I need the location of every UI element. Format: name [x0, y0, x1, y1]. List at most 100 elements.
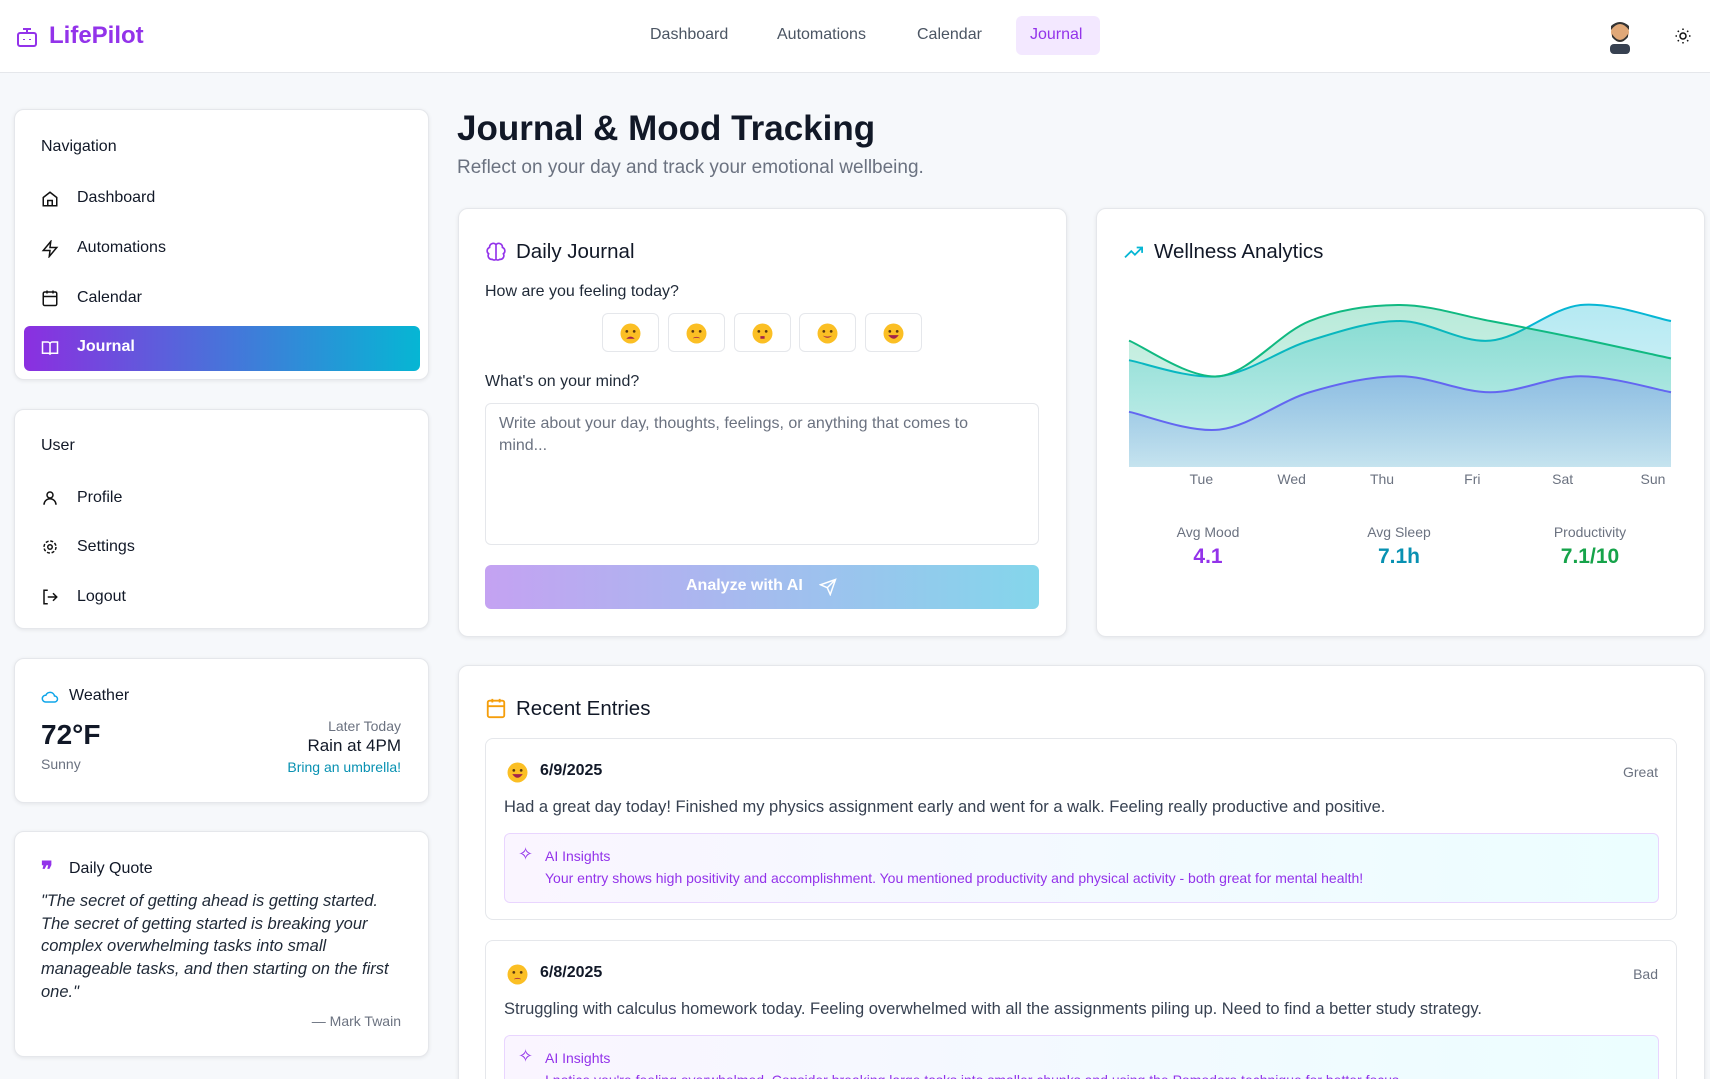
stat-label: Avg Mood [1176, 524, 1240, 540]
insight-box [504, 833, 1659, 903]
icon [42, 290, 58, 307]
emoji-face [686, 323, 707, 344]
emoji [883, 323, 904, 349]
icon [41, 341, 59, 355]
entry-text: Had a great day today! Finished my physi… [504, 798, 1386, 816]
emoji [686, 323, 707, 349]
card-title: Recent Entries [516, 697, 651, 720]
side-link[interactable]: Calendar [77, 289, 142, 306]
analyze-button[interactable] [485, 565, 1039, 609]
page-title: Journal & Mood Tracking [457, 109, 876, 148]
icon [41, 240, 59, 258]
quote-title: Daily Quote [69, 860, 153, 877]
condition: Sunny [41, 756, 81, 772]
emoji-face [817, 323, 838, 344]
button-label: Analyze with AI [686, 577, 803, 594]
area [1129, 376, 1671, 467]
entry-date: 6/8/2025 [540, 964, 603, 981]
active-pill [1016, 16, 1100, 55]
icon [486, 242, 506, 261]
x-tick-label: Wed [1277, 471, 1306, 487]
send-icon [819, 578, 837, 596]
emoji-face [883, 323, 904, 344]
temperature: 72°F [41, 719, 101, 750]
insight-text: Your entry shows high positivity and acc… [545, 870, 1364, 886]
weather-card [14, 658, 429, 803]
active-link-bg[interactable] [24, 326, 420, 371]
stat-value: 7.1/10 [1560, 545, 1620, 568]
side-link[interactable]: Settings [77, 538, 135, 555]
entry-mood: Bad [1633, 966, 1658, 982]
emoji-face [752, 323, 773, 344]
header [0, 0, 1710, 73]
stat-value: 4.1 [1193, 545, 1223, 568]
icon [43, 491, 57, 505]
section-title: Navigation [41, 138, 117, 155]
x-tick-label: Thu [1370, 471, 1394, 487]
emoji [620, 323, 641, 349]
top-nav-link[interactable]: Automations [777, 26, 866, 43]
side-link[interactable]: Journal [77, 338, 135, 355]
card-title: Daily Journal [516, 240, 635, 263]
section-title: User [41, 437, 75, 454]
side-link[interactable]: Automations [77, 239, 166, 256]
icon [43, 540, 57, 554]
top-nav-link[interactable]: Journal [1030, 26, 1083, 43]
entry-date: 6/9/2025 [540, 762, 603, 779]
x-tick-label: Fri [1464, 471, 1480, 487]
theme-toggle[interactable] [1674, 27, 1692, 45]
entry-mood: Great [1622, 764, 1658, 780]
logo-icon [17, 28, 37, 47]
avatar[interactable] [1606, 18, 1634, 54]
emoji [752, 323, 773, 349]
emoji [817, 323, 838, 349]
weather-tip: Bring an umbrella! [287, 759, 401, 775]
stat-value: 7.1h [1377, 545, 1421, 568]
emoji-face [620, 323, 641, 344]
top-nav-link[interactable]: Dashboard [650, 26, 729, 43]
top-nav-link[interactable]: Calendar [917, 26, 982, 43]
emoji [507, 762, 528, 788]
line [1128, 304, 1672, 378]
side-link[interactable]: Logout [77, 588, 126, 605]
stat-label: Avg Sleep [1367, 524, 1431, 540]
later-label: Later Today [328, 718, 401, 734]
sparkle-icon: ✧ [518, 1046, 534, 1066]
line [1128, 375, 1672, 431]
placeholder: Write about your day, thoughts, feelings… [499, 415, 969, 454]
quote-author: — Mark Twain [311, 1013, 401, 1029]
x-tick-label: Tue [1190, 471, 1214, 487]
x-tick-label: Sun [1641, 471, 1666, 487]
insight-text: I notice you're feeling overwhelmed. Con… [545, 1072, 1403, 1079]
brand[interactable]: LifePilot [49, 22, 144, 49]
entry-text: Struggling with calculus homework today.… [504, 1000, 1482, 1018]
card-title: Wellness Analytics [1154, 240, 1324, 263]
emoji-face [507, 762, 528, 783]
icon [42, 191, 58, 207]
side-link[interactable]: Profile [77, 489, 123, 506]
quote-text: "The secret of getting ahead is getting … [41, 892, 389, 1001]
emoji-face [507, 964, 528, 985]
page-subtitle: Reflect on your day and track your emoti… [457, 157, 924, 178]
insight-title: AI Insights [545, 848, 611, 864]
sparkle-icon: ✧ [518, 844, 534, 864]
icon [1124, 246, 1143, 259]
user-card [14, 409, 429, 629]
question: How are you feeling today? [485, 283, 679, 300]
icon [486, 698, 506, 719]
wellness-chart: Tue Wed Thu Fri Sat Sun [1128, 303, 1672, 487]
icon [43, 589, 58, 605]
journal-textarea[interactable] [485, 403, 1039, 545]
quote-icon: ❞ [41, 857, 53, 882]
stat-label: Productivity [1553, 524, 1627, 540]
icon [41, 691, 59, 703]
quote-card [14, 831, 429, 1057]
emoji [507, 964, 528, 990]
insight-title: AI Insights [545, 1050, 611, 1066]
side-link[interactable]: Dashboard [77, 189, 156, 206]
weather-title: Weather [69, 687, 130, 704]
x-tick-label: Sat [1552, 471, 1573, 487]
insight-box [504, 1035, 1659, 1079]
forecast: Rain at 4PM [307, 736, 401, 755]
